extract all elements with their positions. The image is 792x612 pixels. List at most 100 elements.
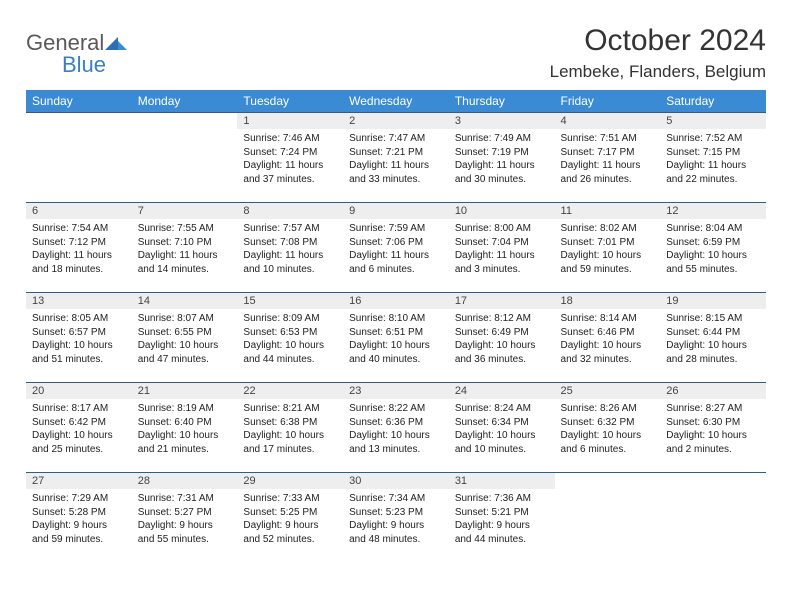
calendar-day-cell: 15Sunrise: 8:09 AMSunset: 6:53 PMDayligh… [237, 293, 343, 383]
day-number: 16 [343, 293, 449, 309]
day-number: 3 [449, 113, 555, 129]
day-number: 7 [132, 203, 238, 219]
calendar-day-cell: 7Sunrise: 7:55 AMSunset: 7:10 PMDaylight… [132, 203, 238, 293]
day-number: 4 [555, 113, 661, 129]
weekday-header: Friday [555, 90, 661, 113]
calendar-week-row: 6Sunrise: 7:54 AMSunset: 7:12 PMDaylight… [26, 203, 766, 293]
calendar-day-cell [132, 113, 238, 203]
day-detail: Sunrise: 8:21 AMSunset: 6:38 PMDaylight:… [237, 399, 343, 460]
location: Lembeke, Flanders, Belgium [550, 62, 766, 82]
calendar-week-row: 20Sunrise: 8:17 AMSunset: 6:42 PMDayligh… [26, 383, 766, 473]
day-number: 29 [237, 473, 343, 489]
calendar-day-cell: 11Sunrise: 8:02 AMSunset: 7:01 PMDayligh… [555, 203, 661, 293]
day-number: 25 [555, 383, 661, 399]
calendar-day-cell: 8Sunrise: 7:57 AMSunset: 7:08 PMDaylight… [237, 203, 343, 293]
weekday-header: Sunday [26, 90, 132, 113]
day-number: 8 [237, 203, 343, 219]
calendar-body: 1Sunrise: 7:46 AMSunset: 7:24 PMDaylight… [26, 113, 766, 563]
calendar-day-cell: 16Sunrise: 8:10 AMSunset: 6:51 PMDayligh… [343, 293, 449, 383]
day-number: 1 [237, 113, 343, 129]
day-detail: Sunrise: 7:51 AMSunset: 7:17 PMDaylight:… [555, 129, 661, 190]
day-detail: Sunrise: 8:27 AMSunset: 6:30 PMDaylight:… [660, 399, 766, 460]
day-number: 12 [660, 203, 766, 219]
day-detail: Sunrise: 7:54 AMSunset: 7:12 PMDaylight:… [26, 219, 132, 280]
day-detail: Sunrise: 7:49 AMSunset: 7:19 PMDaylight:… [449, 129, 555, 190]
calendar-day-cell: 23Sunrise: 8:22 AMSunset: 6:36 PMDayligh… [343, 383, 449, 473]
day-detail: Sunrise: 8:12 AMSunset: 6:49 PMDaylight:… [449, 309, 555, 370]
logo-triangle-icon [105, 34, 127, 50]
day-detail: Sunrise: 7:34 AMSunset: 5:23 PMDaylight:… [343, 489, 449, 550]
day-number: 18 [555, 293, 661, 309]
calendar-day-cell: 27Sunrise: 7:29 AMSunset: 5:28 PMDayligh… [26, 473, 132, 563]
day-number: 17 [449, 293, 555, 309]
day-number: 23 [343, 383, 449, 399]
calendar-day-cell: 10Sunrise: 8:00 AMSunset: 7:04 PMDayligh… [449, 203, 555, 293]
calendar-day-cell: 17Sunrise: 8:12 AMSunset: 6:49 PMDayligh… [449, 293, 555, 383]
calendar-day-cell: 25Sunrise: 8:26 AMSunset: 6:32 PMDayligh… [555, 383, 661, 473]
day-detail: Sunrise: 8:07 AMSunset: 6:55 PMDaylight:… [132, 309, 238, 370]
day-detail: Sunrise: 8:09 AMSunset: 6:53 PMDaylight:… [237, 309, 343, 370]
day-detail: Sunrise: 8:19 AMSunset: 6:40 PMDaylight:… [132, 399, 238, 460]
title-block: October 2024 Lembeke, Flanders, Belgium [550, 24, 766, 82]
header: GeneralBlue October 2024 Lembeke, Flande… [26, 24, 766, 82]
calendar-day-cell: 21Sunrise: 8:19 AMSunset: 6:40 PMDayligh… [132, 383, 238, 473]
day-number: 15 [237, 293, 343, 309]
day-detail: Sunrise: 8:10 AMSunset: 6:51 PMDaylight:… [343, 309, 449, 370]
day-detail: Sunrise: 8:26 AMSunset: 6:32 PMDaylight:… [555, 399, 661, 460]
day-number: 13 [26, 293, 132, 309]
day-number: 24 [449, 383, 555, 399]
day-detail: Sunrise: 7:52 AMSunset: 7:15 PMDaylight:… [660, 129, 766, 190]
calendar-day-cell: 4Sunrise: 7:51 AMSunset: 7:17 PMDaylight… [555, 113, 661, 203]
calendar-day-cell: 24Sunrise: 8:24 AMSunset: 6:34 PMDayligh… [449, 383, 555, 473]
day-number: 10 [449, 203, 555, 219]
month-title: October 2024 [550, 24, 766, 58]
day-detail: Sunrise: 7:57 AMSunset: 7:08 PMDaylight:… [237, 219, 343, 280]
day-number: 22 [237, 383, 343, 399]
logo-text-blue: Blue [26, 52, 106, 77]
calendar-week-row: 13Sunrise: 8:05 AMSunset: 6:57 PMDayligh… [26, 293, 766, 383]
day-detail: Sunrise: 8:15 AMSunset: 6:44 PMDaylight:… [660, 309, 766, 370]
calendar-table: Sunday Monday Tuesday Wednesday Thursday… [26, 90, 766, 563]
weekday-header: Monday [132, 90, 238, 113]
day-number: 31 [449, 473, 555, 489]
day-detail: Sunrise: 7:33 AMSunset: 5:25 PMDaylight:… [237, 489, 343, 550]
calendar-day-cell: 30Sunrise: 7:34 AMSunset: 5:23 PMDayligh… [343, 473, 449, 563]
calendar-day-cell: 14Sunrise: 8:07 AMSunset: 6:55 PMDayligh… [132, 293, 238, 383]
calendar-day-cell: 22Sunrise: 8:21 AMSunset: 6:38 PMDayligh… [237, 383, 343, 473]
day-detail: Sunrise: 7:47 AMSunset: 7:21 PMDaylight:… [343, 129, 449, 190]
day-detail: Sunrise: 8:05 AMSunset: 6:57 PMDaylight:… [26, 309, 132, 370]
day-detail: Sunrise: 8:17 AMSunset: 6:42 PMDaylight:… [26, 399, 132, 460]
calendar-day-cell: 26Sunrise: 8:27 AMSunset: 6:30 PMDayligh… [660, 383, 766, 473]
weekday-header: Tuesday [237, 90, 343, 113]
calendar-day-cell [660, 473, 766, 563]
day-detail: Sunrise: 8:24 AMSunset: 6:34 PMDaylight:… [449, 399, 555, 460]
day-detail: Sunrise: 8:04 AMSunset: 6:59 PMDaylight:… [660, 219, 766, 280]
calendar-day-cell: 13Sunrise: 8:05 AMSunset: 6:57 PMDayligh… [26, 293, 132, 383]
day-detail: Sunrise: 8:14 AMSunset: 6:46 PMDaylight:… [555, 309, 661, 370]
day-number: 19 [660, 293, 766, 309]
day-number: 5 [660, 113, 766, 129]
calendar-day-cell: 31Sunrise: 7:36 AMSunset: 5:21 PMDayligh… [449, 473, 555, 563]
weekday-header: Thursday [449, 90, 555, 113]
calendar-week-row: 27Sunrise: 7:29 AMSunset: 5:28 PMDayligh… [26, 473, 766, 563]
day-number: 6 [26, 203, 132, 219]
calendar-day-cell: 3Sunrise: 7:49 AMSunset: 7:19 PMDaylight… [449, 113, 555, 203]
calendar-day-cell: 5Sunrise: 7:52 AMSunset: 7:15 PMDaylight… [660, 113, 766, 203]
day-number: 14 [132, 293, 238, 309]
calendar-day-cell: 2Sunrise: 7:47 AMSunset: 7:21 PMDaylight… [343, 113, 449, 203]
day-number: 11 [555, 203, 661, 219]
day-detail: Sunrise: 8:22 AMSunset: 6:36 PMDaylight:… [343, 399, 449, 460]
day-number: 28 [132, 473, 238, 489]
day-number: 21 [132, 383, 238, 399]
day-detail: Sunrise: 7:59 AMSunset: 7:06 PMDaylight:… [343, 219, 449, 280]
day-detail: Sunrise: 7:46 AMSunset: 7:24 PMDaylight:… [237, 129, 343, 190]
calendar-day-cell: 19Sunrise: 8:15 AMSunset: 6:44 PMDayligh… [660, 293, 766, 383]
weekday-header-row: Sunday Monday Tuesday Wednesday Thursday… [26, 90, 766, 113]
day-number: 2 [343, 113, 449, 129]
day-detail: Sunrise: 8:00 AMSunset: 7:04 PMDaylight:… [449, 219, 555, 280]
calendar-day-cell: 9Sunrise: 7:59 AMSunset: 7:06 PMDaylight… [343, 203, 449, 293]
calendar-day-cell: 18Sunrise: 8:14 AMSunset: 6:46 PMDayligh… [555, 293, 661, 383]
day-number: 26 [660, 383, 766, 399]
calendar-week-row: 1Sunrise: 7:46 AMSunset: 7:24 PMDaylight… [26, 113, 766, 203]
day-number: 27 [26, 473, 132, 489]
